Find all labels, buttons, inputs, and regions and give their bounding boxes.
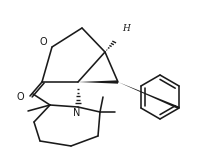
Text: N: N: [73, 108, 81, 118]
Text: H: H: [122, 24, 130, 32]
Text: O: O: [39, 37, 47, 47]
Text: O: O: [16, 92, 24, 102]
Polygon shape: [78, 80, 118, 84]
Polygon shape: [118, 82, 180, 109]
